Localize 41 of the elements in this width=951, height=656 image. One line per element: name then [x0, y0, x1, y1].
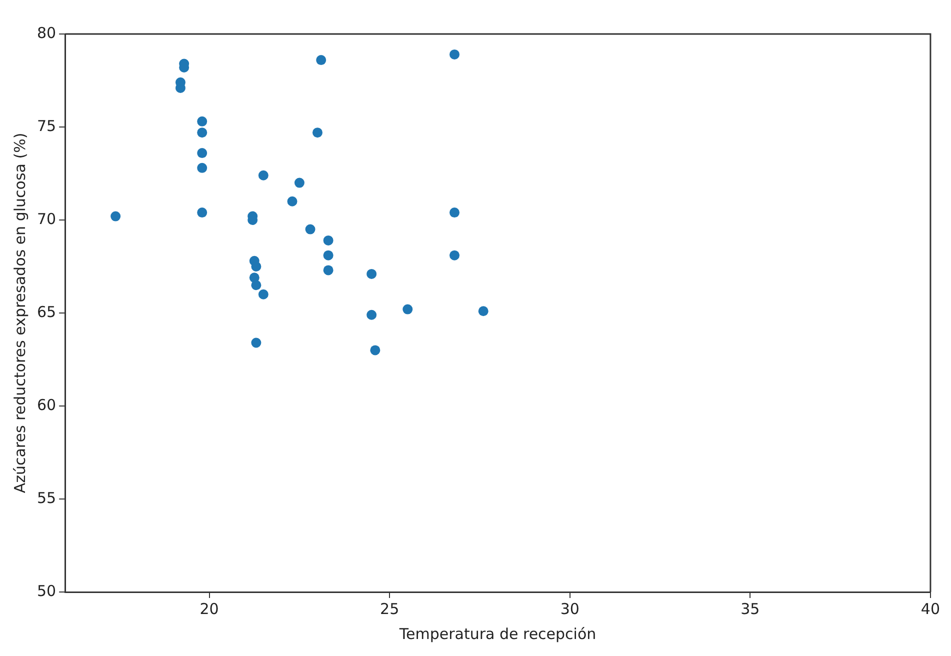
y-tick-label: 65 — [36, 302, 56, 321]
point — [305, 224, 316, 234]
point — [450, 208, 460, 218]
point — [370, 345, 380, 356]
point — [197, 128, 208, 138]
x-tick-label: 30 — [560, 600, 580, 618]
y-tick-label: 75 — [36, 116, 56, 135]
point — [294, 178, 304, 188]
point — [312, 128, 322, 138]
point — [323, 235, 334, 246]
point — [366, 268, 377, 279]
point — [478, 306, 488, 316]
point — [366, 310, 377, 320]
y-tick-label: 50 — [36, 582, 56, 600]
point — [258, 289, 268, 300]
y-tick-label: 80 — [36, 24, 56, 42]
y-tick-label: 55 — [36, 488, 56, 507]
x-axis-title: Temperatura de recepción — [398, 624, 596, 643]
point — [316, 55, 326, 66]
y-tick-label: 70 — [36, 210, 56, 228]
point — [197, 116, 208, 126]
point — [251, 262, 262, 272]
point — [251, 280, 262, 290]
point — [197, 208, 208, 218]
point — [450, 250, 460, 260]
point — [258, 170, 268, 180]
x-tick-label: 20 — [200, 600, 219, 618]
point — [402, 304, 413, 314]
y-axis-title: Azúcares reductores expresados en glucosa (%) — [10, 132, 29, 494]
point — [287, 196, 298, 206]
point — [450, 49, 460, 60]
x-tick-label: 40 — [920, 600, 940, 618]
point — [110, 211, 121, 222]
x-tick-label: 25 — [380, 600, 400, 618]
y-tick-label: 60 — [36, 396, 56, 414]
x-tick-label: 35 — [740, 600, 760, 618]
point — [323, 265, 334, 276]
point — [197, 148, 208, 158]
point — [251, 338, 262, 348]
point — [197, 162, 208, 173]
point — [323, 250, 334, 260]
